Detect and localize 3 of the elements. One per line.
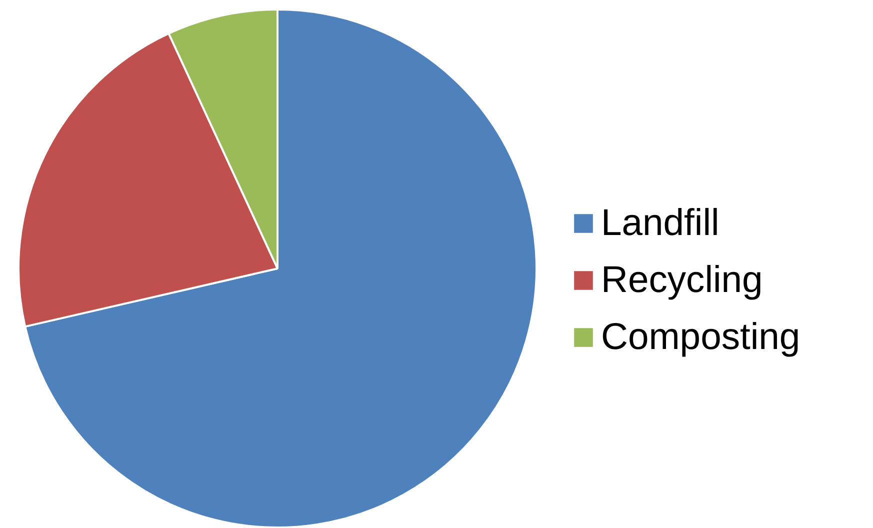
legend-label: Composting xyxy=(601,315,800,358)
legend-label: Landfill xyxy=(601,201,720,244)
legend-label: Recycling xyxy=(601,258,763,301)
